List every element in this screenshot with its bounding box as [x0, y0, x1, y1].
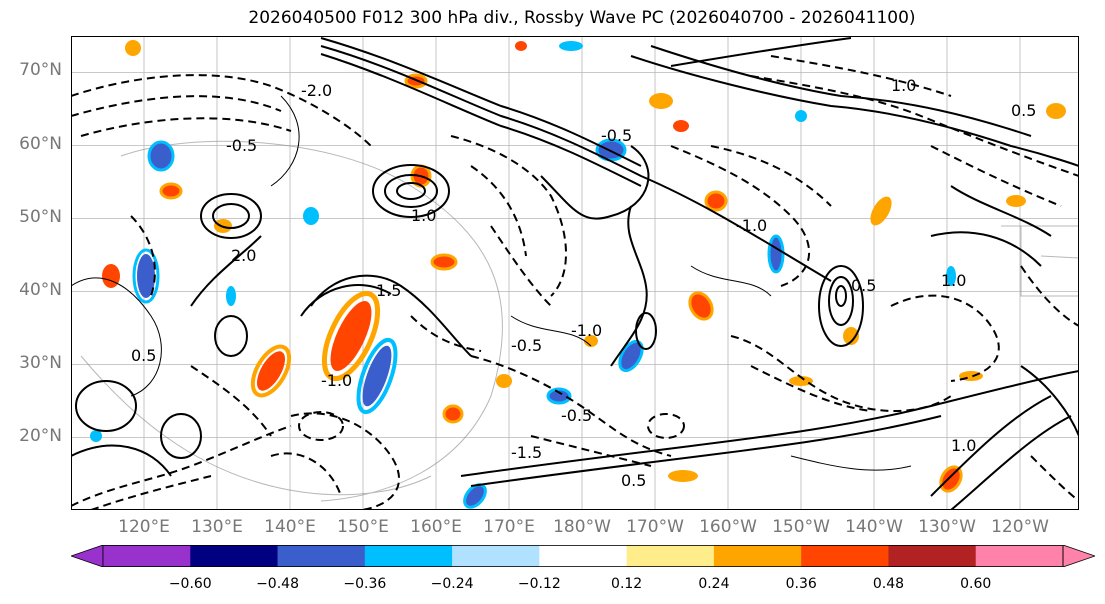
contour-label: -1.0	[571, 321, 602, 340]
contour-label: 0.5	[131, 346, 156, 365]
contour-label: -0.5	[226, 136, 257, 155]
colorbar-tick-label: 0.36	[785, 576, 817, 592]
lat-label-70n: 70°N	[19, 60, 62, 80]
colorbar-segment	[626, 545, 715, 567]
contour-label: -0.5	[511, 336, 542, 355]
colorbar-frame	[102, 545, 1064, 567]
figure-title: 2026040500 F012 300 hPa div., Rossby Wav…	[248, 8, 916, 28]
colorbar-svg	[69, 544, 1097, 568]
colorbar-segment	[539, 545, 628, 567]
colorbar-segment	[364, 545, 453, 567]
lon-label-130w: 130°W	[918, 517, 976, 537]
negative-contours	[71, 55, 1079, 510]
lon-label-140w: 140°W	[845, 517, 903, 537]
map-svg: -2.0 -0.5 -1.0 -0.5 -0.5 -0.5 -1.5 -1.0 …	[71, 36, 1079, 510]
colorbar-extend-high	[1062, 544, 1097, 568]
contour-label: -1.0	[321, 371, 352, 390]
lon-label-160e: 160°E	[410, 517, 462, 537]
lat-label-20n: 20°N	[19, 426, 62, 446]
lon-label-150e: 150°E	[337, 517, 389, 537]
colorbar-segment	[103, 545, 191, 567]
lat-label-50n: 50°N	[19, 207, 62, 227]
lon-label-160w: 160°W	[699, 517, 757, 537]
colorbar-segment	[801, 545, 889, 567]
contour-label: 1.0	[891, 76, 916, 95]
colorbar-segment	[277, 545, 366, 567]
colorbar-tick-label: −0.12	[517, 576, 561, 592]
map-background	[71, 36, 1079, 510]
contour-label: 0.5	[1011, 101, 1036, 120]
lat-label-60n: 60°N	[19, 134, 62, 154]
contour-label: -0.5	[601, 126, 632, 145]
colorbar	[69, 544, 1097, 568]
colorbar-tick-label: 0.60	[960, 576, 992, 592]
contour-label: 1.0	[941, 271, 966, 290]
graticule	[71, 36, 1079, 510]
contour-label: 1.0	[951, 436, 976, 455]
colorbar-tick-label: 0.24	[698, 576, 730, 592]
lon-label-120e: 120°E	[118, 517, 170, 537]
positive-contours	[71, 37, 1079, 510]
contour-label: 0.5	[851, 276, 876, 295]
colorbar-tick-label: 0.48	[872, 576, 905, 592]
contour-label: -1.0	[736, 216, 767, 235]
contour-label: -1.5	[511, 443, 542, 462]
contour-label: 2.0	[231, 246, 256, 265]
lat-label-30n: 30°N	[19, 353, 62, 373]
lon-label-170e: 170°E	[483, 517, 535, 537]
colorbar-extend-low	[69, 544, 104, 568]
contour-label: -2.0	[301, 81, 332, 100]
contour-label: 1.0	[411, 206, 436, 225]
colorbar-segment	[452, 545, 540, 567]
lon-label-140e: 140°E	[264, 517, 316, 537]
lat-label-40n: 40°N	[19, 280, 62, 300]
lon-label-130e: 130°E	[191, 517, 243, 537]
thin-contours	[71, 95, 912, 471]
lon-label-170w: 170°W	[626, 517, 684, 537]
contour-labels: -2.0 -0.5 -1.0 -0.5 -0.5 -0.5 -1.5 -1.0 …	[131, 76, 1036, 490]
map-frame	[71, 36, 1079, 510]
colorbar-segment	[888, 545, 977, 567]
colorbar-tick-label: −0.48	[256, 576, 299, 592]
colorbar-tick-label: 0.12	[611, 576, 643, 592]
lon-label-150w: 150°W	[772, 517, 830, 537]
contour-label: 0.5	[621, 471, 646, 490]
colorbar-tick-label: −0.36	[343, 576, 387, 592]
coastlines	[80, 140, 1079, 502]
colorbar-segments	[69, 544, 1097, 568]
lon-label-120w: 120°W	[991, 517, 1049, 537]
lon-label-180w: 180°W	[553, 517, 611, 537]
colorbar-tick-label: −0.24	[430, 576, 474, 592]
map-panel: -2.0 -0.5 -1.0 -0.5 -0.5 -0.5 -1.5 -1.0 …	[71, 36, 1079, 510]
contour-label: -0.5	[561, 406, 592, 425]
contour-label: 1.5	[376, 281, 401, 300]
divergence-fill	[90, 40, 1066, 509]
colorbar-segment	[190, 545, 279, 567]
colorbar-segment	[713, 545, 802, 567]
colorbar-tick-label: −0.60	[168, 576, 212, 592]
colorbar-segment	[975, 545, 1064, 567]
